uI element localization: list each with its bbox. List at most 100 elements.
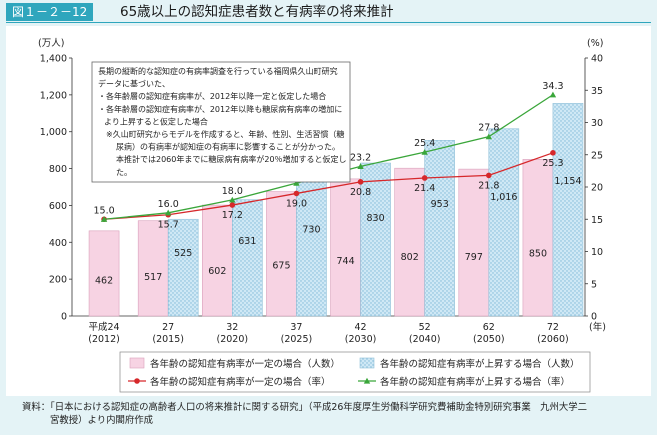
x-tick-label-ad: (2060) bbox=[537, 334, 569, 345]
legend-box bbox=[119, 351, 591, 393]
point-constant-rate bbox=[357, 179, 364, 185]
bar-rising-rate bbox=[167, 218, 199, 317]
point-rising-rate bbox=[549, 91, 557, 98]
left-axis-unit: (万人) bbox=[38, 38, 64, 49]
bar-rising-rate bbox=[232, 199, 263, 317]
point-rising-rate-label: 15.0 bbox=[93, 205, 114, 216]
source-note: 資料：「日本における認知症の高齢者人口の将来推計に関する研究」（平成26年度厚生… bbox=[22, 401, 642, 427]
right-tick-label: 5 bbox=[591, 279, 597, 290]
annotation-line: データに基づいた、 bbox=[98, 79, 170, 89]
line-constant-rate bbox=[104, 152, 554, 220]
x-tick-label: 42 bbox=[355, 322, 367, 333]
bar-rising-rate-label: 631 bbox=[238, 236, 256, 247]
left-tick-label: 200 bbox=[49, 275, 67, 286]
annotation-line: より上昇すると仮定した場合 bbox=[104, 116, 208, 126]
point-rising-rate-label: 23.2 bbox=[350, 152, 371, 163]
bar-constant-rate-label: 744 bbox=[336, 256, 354, 267]
annotation-line: 尿病）の有病率が認知症の有病率に影響することが分かった。 bbox=[116, 142, 340, 152]
annotation-line: た。 bbox=[116, 168, 132, 177]
point-rising-rate-label: 27.8 bbox=[478, 123, 499, 134]
x-tick-label-ad: (2020) bbox=[217, 334, 249, 345]
point-constant-rate-label: 17.2 bbox=[222, 210, 243, 221]
right-tick-label: 10 bbox=[591, 247, 603, 258]
point-constant-rate bbox=[486, 172, 492, 179]
x-tick-label: 27 bbox=[162, 322, 174, 333]
point-constant-rate bbox=[421, 175, 428, 181]
header-rule bbox=[6, 22, 651, 23]
legend-label-rising-count: 各年齢の認知症有病率が上昇する場合（人数） bbox=[380, 358, 580, 370]
left-tick-label: 0 bbox=[61, 312, 67, 323]
x-tick-label-ad: (2012) bbox=[88, 334, 120, 345]
legend-marker-rising-rate bbox=[363, 377, 371, 384]
x-tick-label: 37 bbox=[290, 322, 302, 333]
point-rising-rate bbox=[357, 163, 364, 169]
annotation-line: 本推計では2060年までに糖尿病有病率が20％増加すると仮定し bbox=[116, 154, 347, 164]
point-constant-rate bbox=[229, 202, 236, 208]
point-rising-rate-label: 34.3 bbox=[542, 81, 563, 92]
bar-constant-rate-label: 802 bbox=[401, 252, 419, 263]
left-tick-label: 800 bbox=[49, 164, 67, 175]
bar-constant-rate bbox=[202, 204, 233, 317]
bar-rising-rate-label: 953 bbox=[431, 199, 449, 210]
bar-rising-rate-label: 525 bbox=[174, 248, 192, 259]
x-axis-unit: (年) bbox=[589, 321, 606, 333]
figure-number-badge: 図１－２－12 bbox=[6, 3, 94, 21]
point-rising-rate-label: 25.4 bbox=[414, 138, 435, 149]
point-constant-rate bbox=[550, 150, 556, 156]
annotation-line: 長期の縦断的な認知症の有病率調査を行っている福岡県久山町研究 bbox=[98, 66, 338, 76]
annotation-line: ・各年齢層の認知症有病率が、2012年以降も糖尿病有病率の増加に bbox=[98, 104, 342, 114]
chart-svg: 0 200 400 600 800 1,000 1,200 1,400 (万人) 0 5 10 15 20… bbox=[38, 38, 606, 393]
right-tick-label: 25 bbox=[591, 150, 603, 161]
annotation-line: ※久山町研究からモデルを作成すると、年齢、性別、生活習慣（糖 bbox=[106, 129, 344, 139]
bar-rising-rate-label: 1,154 bbox=[554, 176, 581, 187]
right-tick-label: 20 bbox=[591, 183, 603, 194]
point-rising-rate bbox=[293, 179, 300, 186]
bar-constant-rate-label: 675 bbox=[272, 261, 290, 272]
bar-constant-rate bbox=[330, 178, 361, 317]
bar-rising-rate-label: 730 bbox=[302, 225, 320, 236]
left-tick-label: 1,400 bbox=[40, 54, 67, 65]
x-tick-label-ad: (2025) bbox=[281, 334, 313, 345]
figure-title: 65歳以上の認知症患者数と有病率の将来推計 bbox=[120, 4, 394, 20]
left-tick-label: 1,200 bbox=[40, 90, 67, 101]
bar-constant-rate bbox=[266, 191, 297, 317]
source-line-2: 宮教授）より内閣府作成 bbox=[50, 415, 153, 426]
x-tick-label: 平成24 bbox=[89, 321, 120, 333]
x-tick-label-ad: (2040) bbox=[409, 334, 441, 345]
point-rising-rate bbox=[100, 216, 108, 222]
right-tick-label: 30 bbox=[591, 118, 603, 129]
point-rising-rate-label: 16.0 bbox=[158, 199, 179, 210]
bar-rising-rate bbox=[360, 162, 391, 317]
point-constant-rate-label: 21.4 bbox=[414, 183, 435, 194]
right-tick-label: 15 bbox=[591, 215, 603, 226]
point-rising-rate bbox=[421, 148, 428, 155]
x-tick-label-ad: (2030) bbox=[345, 334, 377, 345]
legend-marker-constant-rate bbox=[134, 378, 140, 384]
right-axis-unit: (%) bbox=[587, 38, 603, 49]
bar-rising-rate-label: 830 bbox=[366, 213, 384, 224]
legend-label-constant-count: 各年齢の認知症有病率が一定の場合（人数） bbox=[150, 358, 340, 370]
point-constant-rate-label: 25.3 bbox=[542, 158, 563, 169]
bar-constant-rate-label: 797 bbox=[465, 252, 483, 263]
chart-panel: 0 200 400 600 800 1,000 1,200 1,400 (万人) 0 5 10 15 20… bbox=[6, 26, 651, 396]
bar-constant-rate-label: 850 bbox=[529, 248, 547, 259]
x-tick-label: 32 bbox=[226, 322, 238, 333]
source-line-1: 資料：「日本における認知症の高齢者人口の将来推計に関する研究」（平成26年度厚生… bbox=[22, 402, 588, 413]
bar-constant-rate bbox=[137, 220, 169, 317]
legend-label-rising-rate: 各年齢の認知症有病率が上昇する場合（率） bbox=[380, 376, 570, 388]
x-tick-label: 72 bbox=[547, 322, 559, 333]
annotation-line: ・各年齢層の認知症有病率が、2012年以降一定と仮定した場合 bbox=[98, 91, 326, 101]
bar-rising-rate bbox=[296, 181, 327, 317]
point-rising-rate-label: 18.0 bbox=[222, 186, 243, 197]
point-constant-rate-label: 15.7 bbox=[158, 220, 179, 231]
legend-swatch-constant-count bbox=[129, 357, 145, 369]
bar-rising-rate-label: 1,016 bbox=[490, 192, 517, 203]
point-rising-rate bbox=[229, 196, 236, 203]
left-tick-label: 400 bbox=[49, 238, 67, 249]
legend-label-constant-rate: 各年齢の認知症有病率が一定の場合（率） bbox=[150, 376, 331, 388]
point-constant-rate bbox=[293, 190, 300, 197]
left-tick-label: 1,000 bbox=[40, 127, 67, 138]
right-tick-label: 40 bbox=[591, 54, 603, 65]
bar-constant-rate bbox=[88, 230, 120, 317]
x-tick-label: 62 bbox=[483, 322, 495, 333]
